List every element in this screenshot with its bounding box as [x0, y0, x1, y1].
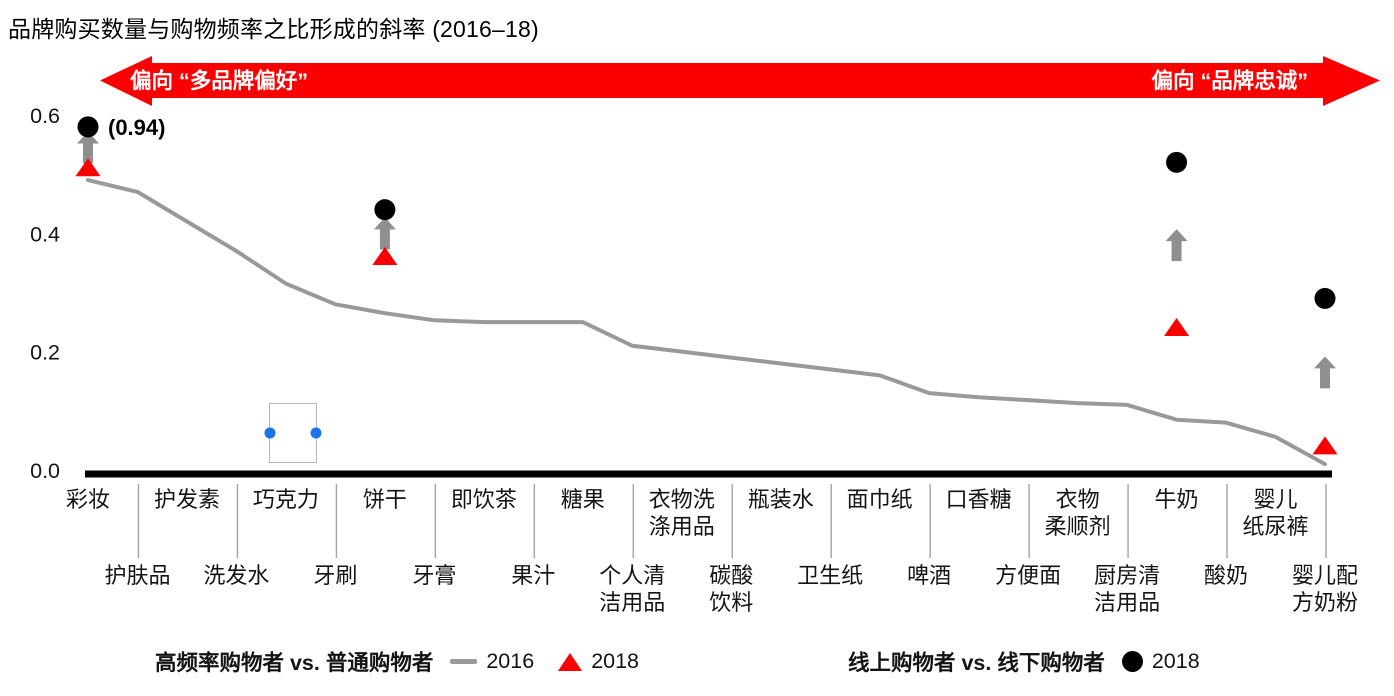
legend-item: 2016 — [450, 649, 534, 674]
x-axis-label: 方便面 — [995, 563, 1062, 588]
up-arrow-icon — [373, 217, 396, 250]
banner-left-label: 偏向 “多品牌偏好” — [130, 69, 308, 93]
x-axis-label: 糖果 — [560, 487, 605, 512]
direction-arrow-banner — [100, 56, 1380, 106]
up-arrow-icon — [1165, 229, 1188, 262]
x-axis-label: 面巾纸 — [846, 487, 913, 512]
x-axis-label: 厨房清 洁用品 — [1094, 563, 1161, 615]
selection-box[interactable] — [264, 403, 322, 463]
up-arrow-icon — [1314, 356, 1336, 389]
x-axis-label: 牛奶 — [1154, 487, 1199, 512]
legend-item-label: 2018 — [591, 649, 640, 673]
x-axis-label: 婴儿配 方奶粉 — [1291, 563, 1358, 615]
x-axis-label: 彩妆 — [65, 487, 110, 512]
x-axis-label: 衣物洗 涤用品 — [648, 487, 715, 539]
selection-handle-left-icon[interactable] — [264, 427, 276, 439]
x-axis-label: 饼干 — [362, 487, 407, 512]
triangle-marker-2018 — [1164, 317, 1190, 336]
trend-line-2016 — [86, 178, 1327, 467]
triangle-marker-2018 — [372, 246, 398, 265]
x-axis-label: 啤酒 — [907, 563, 952, 588]
legend-group: 线上购物者 vs. 线下购物者 2018 — [848, 646, 1224, 677]
x-axis-label: 瓶装水 — [747, 487, 814, 512]
legend-item: 2018 — [1121, 649, 1200, 674]
x-axis-label: 护肤品 — [104, 563, 171, 588]
x-axis-label: 酸奶 — [1204, 563, 1249, 588]
red-triangle-icon — [558, 652, 583, 671]
legend-group-title: 高频率购物者 vs. 普通购物者 — [155, 651, 434, 675]
legend-group: 高频率购物者 vs. 普通购物者 2016 2018 — [155, 646, 663, 677]
x-axis-label: 护发素 — [153, 487, 220, 512]
selection-handle-right-icon[interactable] — [310, 427, 322, 439]
y-tick-label: 0.2 — [30, 341, 60, 365]
x-axis-label: 即饮茶 — [450, 487, 517, 512]
x-axis-label: 果汁 — [511, 563, 556, 588]
dot-marker-online-2018 — [374, 199, 396, 221]
y-tick-label: 0.6 — [30, 104, 60, 128]
x-axis-label: 婴儿 纸尿裤 — [1242, 487, 1309, 539]
black-dot-icon — [1121, 651, 1143, 672]
gray-line-icon — [450, 659, 478, 664]
banner-right-label: 偏向 “品牌忠诚” — [1151, 69, 1308, 93]
legend-item-label: 2018 — [1151, 649, 1200, 673]
x-axis-line — [85, 470, 1332, 478]
x-axis-label: 牙膏 — [412, 563, 457, 588]
y-tick-label: 0.0 — [30, 459, 60, 483]
dot-marker-online-2018 — [77, 116, 99, 138]
dot-marker-online-2018 — [1166, 151, 1188, 173]
x-axis-label: 牙刷 — [313, 563, 358, 588]
legend-item: 2018 — [558, 649, 639, 674]
x-axis-label: 洗发水 — [203, 563, 270, 588]
x-axis-label: 个人清 洁用品 — [599, 563, 666, 615]
triangle-marker-2018 — [75, 158, 101, 177]
x-axis-label: 巧克力 — [252, 487, 319, 512]
y-tick-label: 0.4 — [30, 222, 60, 246]
x-axis-label: 衣物 柔顺剂 — [1044, 487, 1111, 539]
triangle-marker-2018 — [1312, 436, 1338, 455]
dot-marker-online-2018 — [1314, 287, 1336, 309]
up-arrow-icon — [77, 131, 99, 164]
point-annotation: (0.94) — [108, 115, 165, 140]
legend-item-label: 2016 — [486, 649, 535, 673]
x-axis-label: 卫生纸 — [797, 563, 864, 588]
double-arrow-icon — [100, 56, 1380, 106]
x-axis-label: 口香糖 — [945, 487, 1012, 512]
chart-title: 品牌购买数量与购物频率之比形成的斜率 (2016–18) — [8, 16, 539, 42]
legend-group-title: 线上购物者 vs. 线下购物者 — [848, 651, 1105, 675]
x-axis-label: 碳酸 饮料 — [709, 563, 754, 615]
